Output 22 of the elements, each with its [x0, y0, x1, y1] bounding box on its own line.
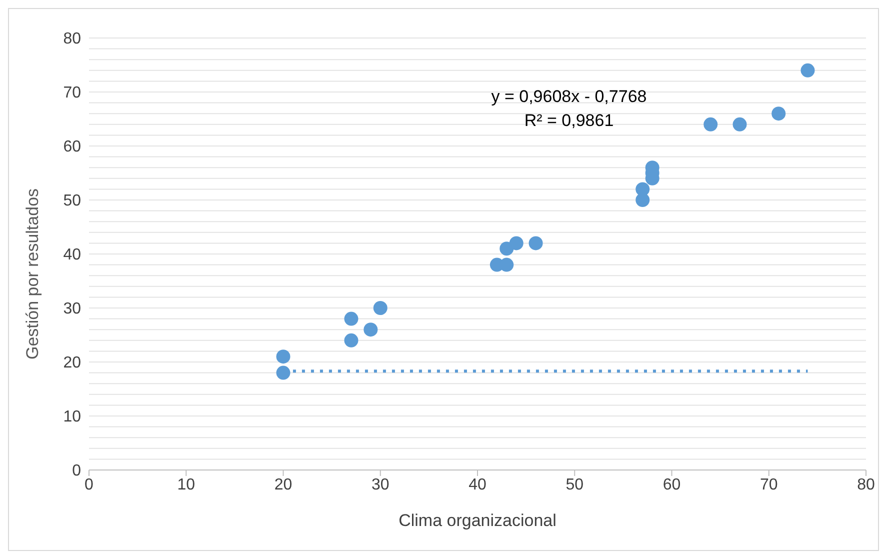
- y-tick-label: 70: [63, 84, 82, 102]
- x-axis-title: Clima organizacional: [398, 511, 556, 530]
- x-tick-label: 0: [84, 476, 94, 494]
- x-tick-label: 30: [371, 476, 390, 494]
- y-tick-label: 50: [63, 192, 82, 210]
- x-tick-label: 60: [662, 476, 681, 494]
- y-tick-label: 40: [63, 246, 82, 264]
- y-tick-label: 80: [63, 30, 82, 48]
- y-tick-label: 0: [72, 462, 82, 480]
- y-tick-label: 30: [63, 300, 82, 318]
- y-tick-label: 60: [63, 138, 82, 156]
- y-tick-label: 20: [63, 354, 82, 372]
- x-tick-label: 40: [468, 476, 486, 494]
- x-tick-label: 70: [760, 476, 778, 494]
- x-tick-label: 20: [274, 476, 292, 494]
- y-tick-label: 10: [63, 408, 82, 426]
- y-axis-title: Gestión por resultados: [23, 188, 42, 360]
- annotation: y = 0,9608x - 0,7768: [490, 87, 648, 107]
- x-tick-label: 50: [566, 476, 584, 494]
- x-tick-label: 10: [177, 476, 196, 494]
- x-tick-label: 80: [857, 476, 875, 494]
- annotation: R² = 0,9861: [523, 111, 615, 131]
